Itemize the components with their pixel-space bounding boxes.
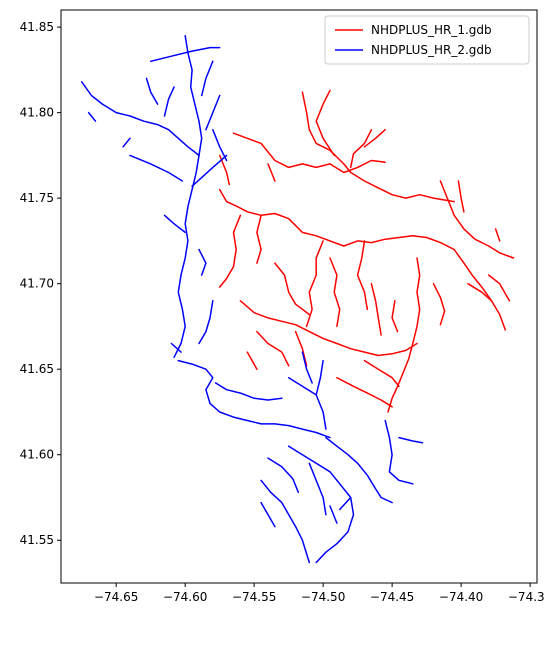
stream-line-s1-5: [349, 171, 455, 203]
stream-line-s1-31: [267, 163, 276, 182]
stream-line-s2-30: [198, 248, 207, 276]
stream-line-s2-21: [308, 462, 327, 516]
y-tick-label: 41.80: [20, 106, 54, 120]
stream-line-s2-10: [212, 128, 228, 162]
stream-line-s2-11: [129, 154, 184, 182]
stream-line-s1-15: [256, 330, 290, 367]
stream-line-s2-15: [214, 382, 283, 401]
stream-line-s2-2: [149, 46, 221, 63]
stream-line-s2-6: [145, 77, 159, 105]
stream-line-s2-5: [122, 137, 131, 148]
stream-line-s2-29: [198, 300, 214, 345]
ticks-layer: −74.65 −74.60 −74.55 −74.50 −74.45 −74.40 −74.…: [20, 20, 545, 604]
stream-line-s1-27: [487, 274, 511, 302]
legend: NHDPLUS_HR_1.gdb NHDPLUS_HR_2.gdb: [324, 15, 530, 65]
stream-line-s1-1: [232, 132, 386, 174]
x-tick-label: −74.60: [163, 590, 207, 604]
stream-line-s2-20: [267, 457, 300, 494]
stream-line-s2-23: [384, 419, 414, 485]
stream-line-s2-16: [287, 376, 327, 430]
y-tick-label: 41.65: [20, 362, 54, 376]
stream-line-s1-30: [218, 154, 231, 186]
stream-line-s1-2: [301, 91, 352, 174]
stream-line-s2-24: [398, 436, 424, 444]
stream-line-s2-8: [200, 60, 214, 97]
stream-line-s1-26: [467, 282, 493, 302]
stream-line-s1-10: [305, 240, 324, 328]
stream-line-s1-29: [363, 359, 400, 388]
stream-line-s1-23: [439, 180, 515, 259]
stream-line-s2-14: [177, 359, 331, 439]
stream-line-s1-17: [294, 330, 308, 367]
y-tick-label: 41.60: [20, 448, 54, 462]
stream-line-s1-7: [256, 214, 262, 264]
stream-line-s1-12: [329, 257, 341, 328]
stream-line-s2-4: [87, 111, 97, 122]
x-tick-label: −74.35: [508, 590, 545, 604]
stream-line-s2-9: [205, 94, 221, 131]
y-tick-label: 41.55: [20, 533, 54, 547]
stream-line-s1-13: [356, 240, 369, 311]
stream-line-s2-3: [80, 81, 200, 157]
y-tick-label: 41.85: [20, 20, 54, 34]
stream-line-s1-21: [416, 257, 421, 311]
y-tick-label: 41.75: [20, 191, 54, 205]
series-layer: [80, 34, 515, 564]
x-tick-label: −74.65: [94, 590, 138, 604]
legend-label-hr2: NHDPLUS_HR_2.gdb: [371, 43, 492, 57]
stream-line-s2-1: [173, 34, 203, 358]
stream-line-s2-13: [163, 214, 186, 234]
stream-line-s1-20: [387, 308, 421, 413]
stream-line-s1-33: [432, 282, 446, 326]
stream-line-s2-26: [260, 501, 276, 528]
stream-line-s1-4: [349, 128, 373, 169]
stream-line-s1-3: [315, 89, 335, 157]
stream-line-s1-16: [246, 351, 258, 370]
stream-line-s2-28: [329, 505, 338, 524]
stream-line-s1-22: [439, 241, 507, 331]
legend-box: [324, 15, 530, 65]
legend-label-hr1: NHDPLUS_HR_1.gdb: [371, 23, 492, 37]
stream-line-s2-27: [338, 496, 352, 511]
stream-line-s1-18: [370, 282, 382, 336]
stream-line-s2-17: [301, 351, 313, 384]
stream-line-s2-31: [170, 342, 182, 353]
stream-line-s1-11: [274, 262, 311, 316]
stream-line-s1-25: [494, 228, 501, 242]
series-1: [218, 89, 515, 413]
stream-line-s2-22: [325, 436, 393, 504]
stream-line-s1-24: [457, 180, 465, 213]
y-tick-label: 41.70: [20, 277, 54, 291]
series-2: [80, 34, 424, 564]
stream-line-s2-18: [315, 359, 324, 396]
stream-line-s2-7: [163, 86, 175, 117]
stream-line-s1-8: [218, 214, 242, 288]
axes-frame: [60, 9, 538, 584]
stream-line-s1-28: [336, 376, 393, 408]
stream-line-s2-25: [260, 479, 311, 564]
x-tick-label: −74.55: [232, 590, 276, 604]
x-tick-label: −74.50: [301, 590, 345, 604]
x-tick-label: −74.45: [370, 590, 414, 604]
stream-line-s1-14: [239, 300, 418, 357]
stream-line-s1-32: [363, 128, 386, 148]
x-tick-label: −74.40: [439, 590, 483, 604]
stream-line-s1-6: [218, 188, 290, 220]
stream-line-s1-19: [391, 300, 399, 333]
stream-line-s2-12: [191, 154, 228, 187]
